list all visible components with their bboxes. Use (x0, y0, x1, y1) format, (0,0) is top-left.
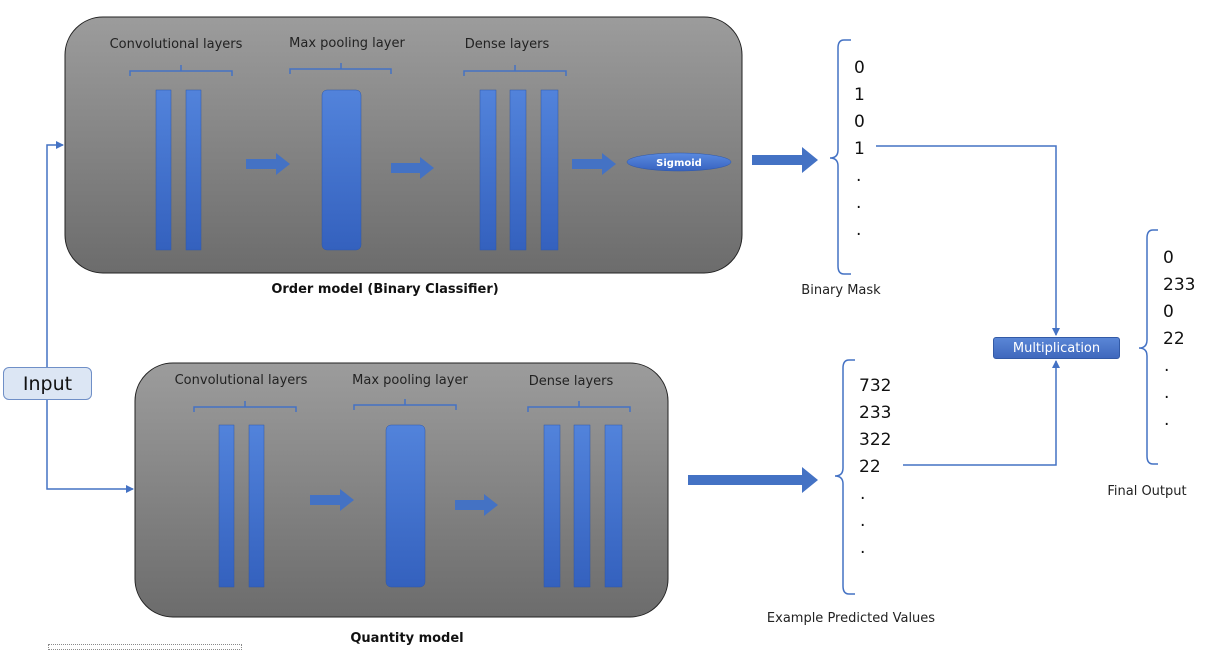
order-dense-layer (540, 89, 559, 251)
final-output-value: . (1164, 356, 1169, 376)
order-pool-label: Max pooling layer (289, 36, 405, 51)
order-model-panel: Convolutional layers Max pooling layer D… (64, 16, 743, 274)
input-to-order-connector (46, 141, 64, 367)
quantity-model-panel: Convolutional layers Max pooling layer D… (134, 362, 669, 618)
final-output-value: 233 (1163, 275, 1195, 295)
final-output-caption: Final Output (1107, 484, 1186, 499)
order-arrow-2 (391, 157, 434, 179)
sigmoid-node (626, 152, 732, 172)
quantity-arrow-2 (455, 494, 498, 516)
binary-mask-value: . (856, 166, 861, 186)
final-output-value: 0 (1163, 302, 1174, 322)
order-conv-layer (155, 89, 172, 251)
order-arrow-1 (246, 153, 290, 175)
binary-mask-value: 1 (854, 139, 865, 159)
quantity-dense-layer (543, 424, 561, 588)
order-dense-layer (509, 89, 527, 251)
sigmoid-label: Sigmoid (656, 158, 702, 169)
order-conv-brace (129, 65, 233, 76)
predicted-value: 732 (859, 376, 891, 396)
binary-mask-value: 0 (854, 112, 865, 132)
order-output-arrow (752, 147, 818, 173)
input-node: Input (3, 367, 92, 400)
mask-to-multiplication-connector (876, 145, 1060, 336)
order-dense-label: Dense layers (465, 37, 550, 52)
final-output-brace (1138, 229, 1158, 465)
order-pool-layer (321, 89, 362, 251)
quantity-dense-layer (604, 424, 623, 588)
predicted-value: 233 (859, 403, 891, 423)
bottom-left-frame (48, 644, 242, 650)
final-output-value: 0 (1163, 248, 1174, 268)
order-model-title: Order model (Binary Classifier) (271, 282, 498, 297)
quantity-output-arrow (688, 467, 818, 493)
predicted-value: . (860, 511, 865, 531)
quantity-arrow-1 (310, 489, 354, 511)
quantity-pool-layer (385, 424, 426, 588)
binary-mask-brace (829, 39, 851, 275)
input-to-quantity-connector (46, 400, 134, 493)
multiplication-node: Multiplication (993, 337, 1120, 359)
quantity-conv-label: Convolutional layers (175, 373, 308, 388)
predictions-to-multiplication-connector (903, 360, 1060, 466)
predicted-value: 22 (859, 457, 881, 477)
predicted-value: . (860, 538, 865, 558)
final-output-values: 0 233 0 22 . . . (1163, 248, 1195, 430)
predicted-value: 322 (859, 430, 891, 450)
quantity-pool-brace (353, 399, 457, 410)
order-pool-brace (289, 63, 392, 74)
predicted-values-caption: Example Predicted Values (767, 611, 935, 626)
order-conv-layer (185, 89, 202, 251)
quantity-conv-layer (218, 424, 235, 588)
input-label: Input (22, 372, 73, 395)
quantity-conv-brace (193, 401, 297, 412)
quantity-conv-layer (248, 424, 265, 588)
binary-mask-value: . (856, 220, 861, 240)
final-output-value: 22 (1163, 329, 1185, 349)
quantity-model-title: Quantity model (350, 631, 463, 646)
order-dense-layer (479, 89, 497, 251)
order-conv-label: Convolutional layers (110, 37, 243, 52)
order-arrow-3 (572, 153, 616, 175)
predicted-values-brace (834, 359, 855, 595)
quantity-dense-brace (527, 401, 631, 412)
final-output-value: . (1164, 383, 1169, 403)
final-output-value: . (1164, 410, 1169, 430)
binary-mask-caption: Binary Mask (801, 283, 881, 298)
predicted-value: . (860, 484, 865, 504)
binary-mask-value: . (856, 193, 861, 213)
binary-mask-value: 0 (854, 58, 865, 78)
quantity-dense-layer (573, 424, 591, 588)
binary-mask-value: 1 (854, 85, 865, 105)
quantity-pool-label: Max pooling layer (352, 373, 468, 388)
order-dense-brace (463, 65, 567, 76)
binary-mask-values: 0 1 0 1 . . . (854, 58, 865, 240)
multiplication-label: Multiplication (1012, 340, 1101, 356)
predicted-values-list: 732 233 322 22 . . . (859, 376, 891, 558)
quantity-dense-label: Dense layers (529, 374, 614, 389)
